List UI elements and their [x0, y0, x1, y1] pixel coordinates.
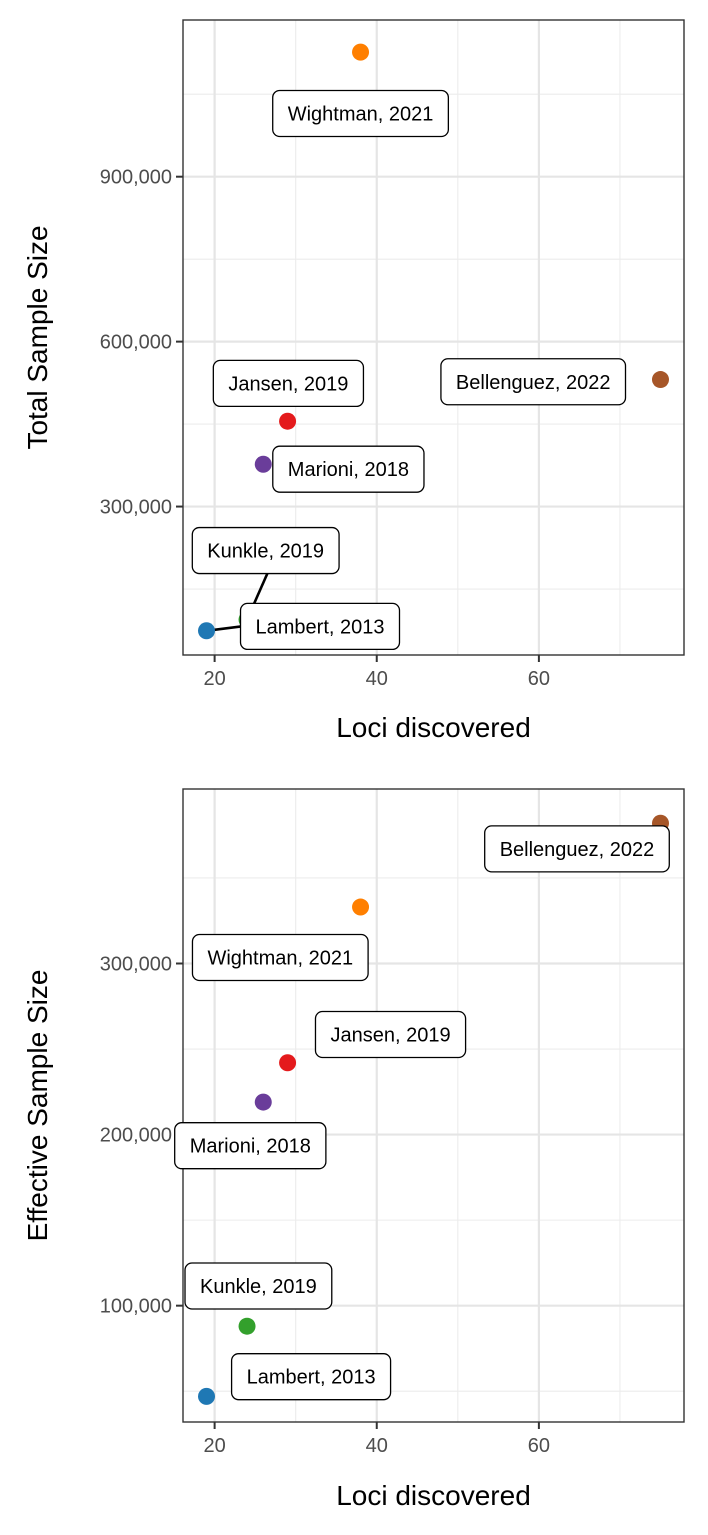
point-label-jansen-2019: Jansen, 2019 — [212, 359, 365, 408]
x-axis-title: Loci discovered — [336, 1480, 531, 1511]
label-box — [184, 1262, 333, 1310]
point-label-lambert-2013: Lambert, 2013 — [239, 602, 401, 651]
point-label-wightman-2021: Wightman, 2021 — [191, 933, 369, 982]
label-text: Wightman, 2021 — [207, 948, 353, 970]
label-box — [239, 602, 401, 651]
label-text: Marioni, 2018 — [288, 459, 409, 481]
data-point-lambert-2013 — [198, 1387, 216, 1405]
data-point-lambert-2013 — [198, 622, 216, 640]
point-label-marioni-2018: Marioni, 2018 — [174, 1122, 327, 1170]
data-point-wightman-2021 — [352, 43, 370, 61]
point-label-wightman-2021: Wightman, 2021 — [272, 89, 450, 138]
data-point-jansen-2019 — [279, 412, 297, 430]
y-axis-title: Total Sample Size — [22, 225, 53, 449]
x-tick-label: 20 — [203, 1435, 225, 1457]
label-box — [484, 825, 670, 873]
data-point-kunkle-2019 — [238, 1317, 256, 1335]
x-tick-label: 20 — [203, 668, 225, 690]
x-tick-label: 60 — [528, 668, 550, 690]
label-box — [174, 1122, 327, 1170]
label-text: Kunkle, 2019 — [200, 1276, 317, 1298]
data-point-marioni-2018 — [254, 1093, 272, 1111]
panel-border — [182, 788, 685, 1423]
y-tick-label: 100,000 — [100, 1296, 172, 1318]
y-axis-title: Effective Sample Size — [22, 970, 53, 1242]
label-text: Bellenguez, 2022 — [500, 839, 655, 861]
point-label-kunkle-2019: Kunkle, 2019 — [184, 1262, 333, 1310]
label-text: Jansen, 2019 — [228, 373, 348, 395]
x-axis-title: Loci discovered — [336, 712, 531, 743]
label-text: Lambert, 2013 — [247, 1367, 376, 1389]
label-box — [314, 1010, 467, 1059]
panel-border — [182, 19, 685, 656]
label-box — [191, 933, 369, 982]
effective-sample-size-panel: 20 40 60 100,000 200,000 300,000 Loci discover… — [22, 788, 685, 1511]
label-text: Marioni, 2018 — [190, 1136, 311, 1158]
label-text: Lambert, 2013 — [256, 616, 385, 638]
label-box — [440, 358, 627, 406]
y-tick-label: 900,000 — [100, 167, 172, 189]
label-text: Wightman, 2021 — [288, 103, 434, 125]
label-box — [272, 445, 425, 493]
label-text: Bellenguez, 2022 — [456, 372, 611, 394]
point-label-jansen-2019: Jansen, 2019 — [314, 1010, 467, 1059]
label-box — [230, 1353, 392, 1401]
label-box — [191, 526, 340, 575]
y-tick-label: 300,000 — [100, 954, 172, 976]
label-box — [212, 359, 365, 408]
label-box — [272, 89, 450, 138]
y-tick-label: 600,000 — [100, 332, 172, 354]
point-label-kunkle-2019: Kunkle, 2019 — [191, 526, 340, 575]
data-point-marioni-2018 — [254, 455, 272, 473]
data-point-wightman-2021 — [352, 898, 370, 916]
x-tick-label: 60 — [528, 1435, 550, 1457]
label-text: Jansen, 2019 — [330, 1025, 450, 1047]
data-point-jansen-2019 — [279, 1054, 297, 1072]
x-tick-label: 40 — [366, 1435, 388, 1457]
point-label-lambert-2013: Lambert, 2013 — [230, 1353, 392, 1401]
x-tick-label: 40 — [366, 668, 388, 690]
total-sample-size-panel: 20 40 60 300,000 600,000 900,000 Loci discover… — [22, 19, 685, 743]
label-text: Kunkle, 2019 — [207, 541, 324, 563]
point-label-marioni-2018: Marioni, 2018 — [272, 445, 425, 493]
point-label-bellenguez-2022: Bellenguez, 2022 — [484, 825, 670, 873]
data-point-bellenguez-2022 — [651, 371, 669, 389]
point-label-bellenguez-2022: Bellenguez, 2022 — [440, 358, 627, 406]
y-tick-label: 200,000 — [100, 1125, 172, 1147]
y-tick-label: 300,000 — [100, 497, 172, 519]
